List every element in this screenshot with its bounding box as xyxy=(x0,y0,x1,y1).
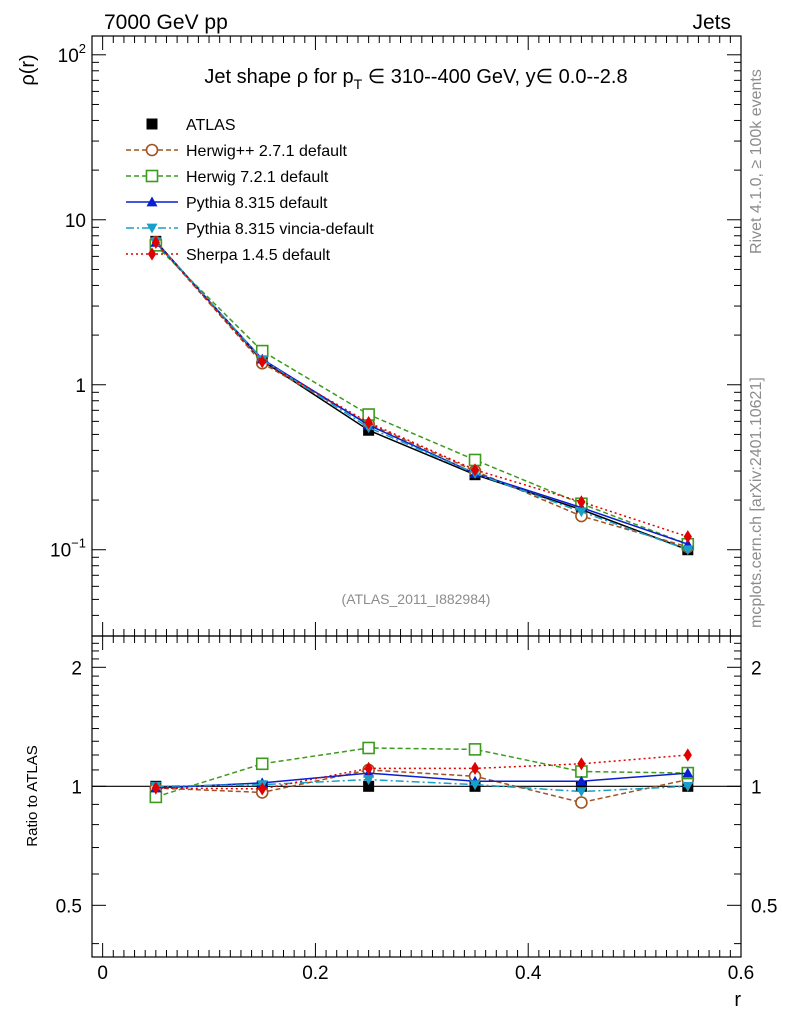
main-line-sherpa xyxy=(155,241,689,538)
ratio-point-vincia xyxy=(363,775,375,786)
y-tick-label-main: 10−1 xyxy=(50,536,86,562)
ratio-line-herwigpp xyxy=(155,769,688,804)
ratio-line-herwig7 xyxy=(155,747,688,798)
ratio-point-herwig7 xyxy=(362,741,375,755)
y-tick-label-main: 1 xyxy=(75,376,86,397)
y-tick-label-ratio-right: 2 xyxy=(751,658,762,679)
main-plot-title: Jet shape ρ for pT ∈ 310--400 GeV, y∈ 0.… xyxy=(204,66,627,92)
ratio-axis-ticks: 0 0.2 0.4 0.6 2 2 1 1 0.5 0.5 xyxy=(56,36,777,984)
ratio-point-sherpa xyxy=(683,748,692,762)
main-line-atlas xyxy=(155,240,689,551)
legend-label-herwig7: Herwig 7.2.1 default xyxy=(186,169,329,186)
main-axis-ticks: 102 10 1 10−1 xyxy=(50,41,741,637)
x-tick-label: 0.4 xyxy=(515,963,542,984)
ratio-line-vincia xyxy=(155,778,688,793)
ratio-point-herwig7 xyxy=(468,743,482,756)
y-tick-label-main: 102 xyxy=(58,41,86,67)
x-tick-label: 0.6 xyxy=(728,963,754,984)
y-tick-label-ratio: 0.5 xyxy=(56,896,82,917)
legend-marker-herwig7 xyxy=(145,169,159,183)
main-point-vincia xyxy=(575,507,587,518)
ratio-point-herwig7 xyxy=(255,757,269,771)
ratio-point-sherpa xyxy=(470,761,480,775)
ratio-point-vincia xyxy=(575,787,587,798)
main-line-pythia xyxy=(155,241,689,545)
legend-label-pythia: Pythia 8.315 default xyxy=(186,195,328,212)
ratio-point-sherpa xyxy=(364,761,373,775)
ratio-point-sherpa xyxy=(577,757,586,771)
legend-label-atlas: ATLAS xyxy=(186,117,236,134)
y-tick-label-ratio: 1 xyxy=(71,777,82,798)
main-line-vincia xyxy=(155,241,689,551)
ratio-point-pythia xyxy=(682,767,694,778)
main-plot-series xyxy=(149,235,695,556)
ratio-y-axis-label: Ratio to ATLAS xyxy=(24,745,41,846)
legend-marker-atlas xyxy=(146,118,158,130)
ratio-line-sherpa xyxy=(155,754,688,790)
x-tick-label: 0.2 xyxy=(302,963,328,984)
legend-marker-vincia xyxy=(146,223,158,234)
main-point-vincia xyxy=(682,545,694,556)
main-y-axis-label: ρ(r) xyxy=(17,54,39,85)
ratio-point-herwigpp xyxy=(575,796,588,809)
ratio-point-atlas xyxy=(363,780,375,792)
ratio-point-vincia xyxy=(469,780,481,791)
main-point-sherpa xyxy=(364,415,373,430)
main-point-sherpa xyxy=(683,530,692,544)
legend: ATLAS Herwig++ 2.7.1 default Herwig 7.2.1 … xyxy=(126,117,374,264)
legend-marker-herwigpp xyxy=(145,143,159,157)
rivet-label: Rivet 4.1.0, ≥ 100k events xyxy=(748,69,765,254)
header-right: Jets xyxy=(692,11,731,34)
legend-marker-pythia xyxy=(146,196,158,207)
analysis-watermark: (ATLAS_2011_I882984) xyxy=(342,591,491,607)
mcplots-label: mcplots.cern.ch [arXiv:2401.10621] xyxy=(748,377,765,628)
x-axis-label: r xyxy=(734,989,741,1011)
main-point-sherpa xyxy=(470,463,480,477)
y-tick-label-main: 10 xyxy=(65,211,86,232)
ratio-plot-frame xyxy=(91,635,742,958)
ratio-point-sherpa xyxy=(151,781,160,795)
ratio-plot-series xyxy=(149,741,695,809)
ratio-point-atlas xyxy=(575,780,587,792)
ratio-point-vincia xyxy=(682,781,694,792)
ratio-line-pythia xyxy=(155,772,688,789)
main-point-sherpa xyxy=(151,235,160,249)
legend-label-vincia: Pythia 8.315 vincia-default xyxy=(186,221,374,238)
x-tick-label: 0 xyxy=(97,963,108,984)
ratio-point-pythia xyxy=(575,775,587,786)
y-tick-label-ratio: 2 xyxy=(71,658,82,679)
main-point-sherpa xyxy=(258,355,267,369)
main-point-sherpa xyxy=(577,495,586,509)
legend-marker-sherpa xyxy=(147,247,157,261)
header-left: 7000 GeV pp xyxy=(104,11,228,34)
ratio-point-sherpa xyxy=(258,782,267,796)
main-line-herwigpp xyxy=(155,241,689,548)
legend-label-herwigpp: Herwig++ 2.7.1 default xyxy=(186,143,348,160)
y-tick-label-ratio-right: 0.5 xyxy=(751,896,777,917)
legend-label-sherpa: Sherpa 1.4.5 default xyxy=(186,247,331,264)
y-tick-label-ratio-right: 1 xyxy=(751,777,762,798)
main-line-herwig7 xyxy=(155,244,689,545)
